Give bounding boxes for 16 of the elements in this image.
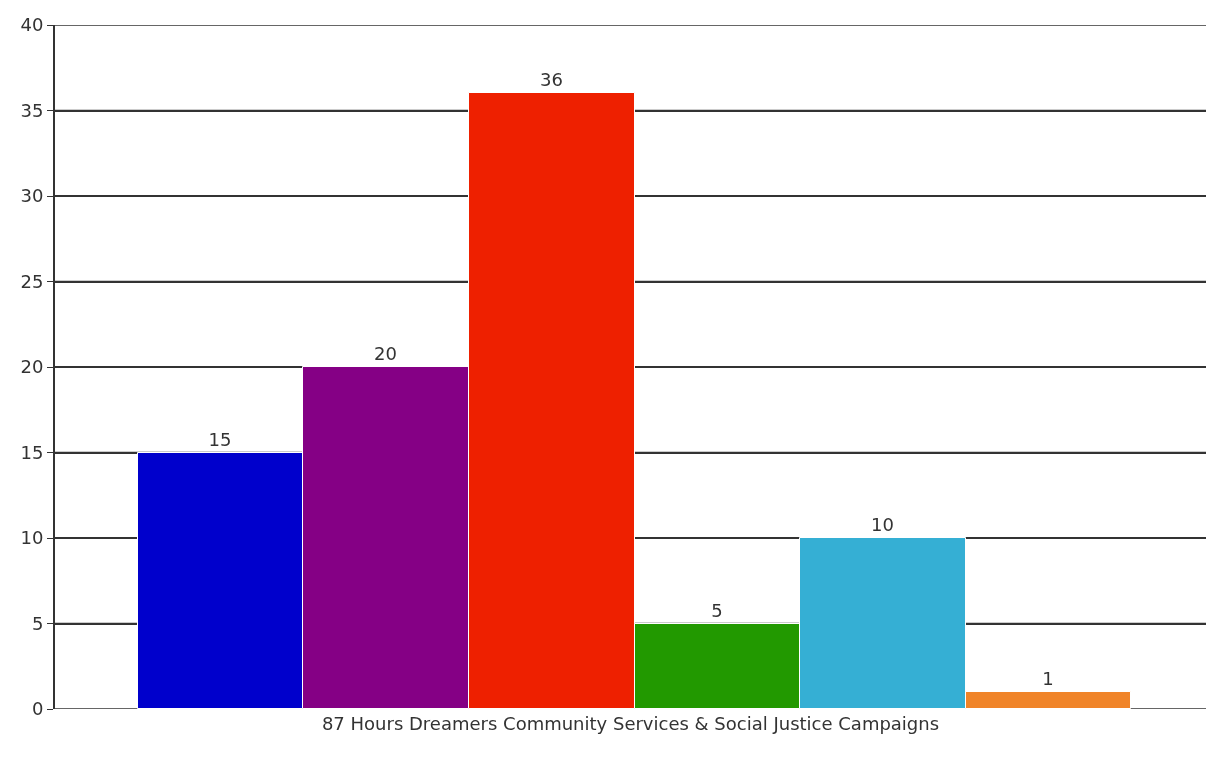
data-label: 15 (208, 428, 232, 450)
y-tick-label: 20 (20, 356, 44, 378)
y-tick-label: 40 (20, 14, 44, 36)
data-label: 20 (374, 342, 397, 364)
data-label: 36 (540, 68, 563, 90)
y-tick-label: 15 (20, 441, 44, 463)
data-label: 1 (1042, 667, 1054, 689)
y-tick-label: 35 (20, 99, 44, 121)
y-tick-label: 30 (20, 185, 44, 207)
y-tick-label: 5 (31, 612, 44, 634)
x-axis-title: 87 Hours Dreamers Community Services & Social Justice Campaigns (321, 713, 940, 735)
y-tick-label: 0 (31, 698, 44, 720)
y-tick-label: 25 (20, 270, 44, 292)
data-label: 10 (871, 513, 894, 535)
y-tick-label: 10 (20, 527, 44, 549)
data-label: 5 (711, 599, 723, 621)
